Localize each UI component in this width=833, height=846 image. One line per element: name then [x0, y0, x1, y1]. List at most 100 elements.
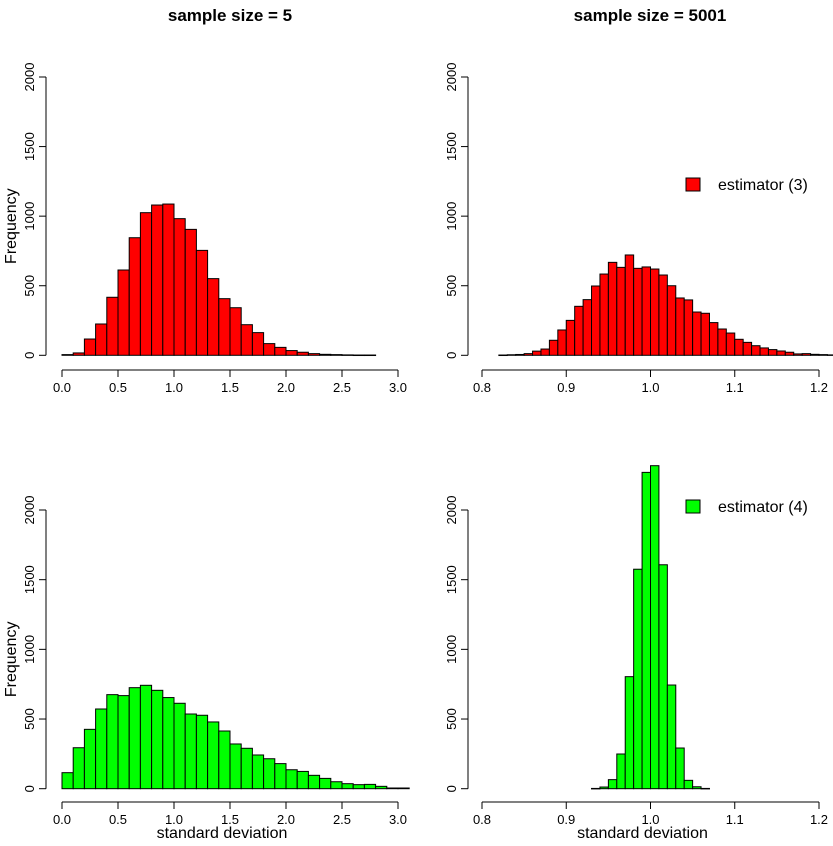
histogram-bar: [307, 353, 321, 356]
histogram-bar: [218, 730, 231, 790]
histogram-bar: [307, 774, 321, 790]
histogram-bar: [641, 471, 652, 790]
histogram-bar: [591, 285, 601, 356]
x-tick-label: 0.9: [557, 812, 575, 827]
histogram-bar: [296, 770, 309, 790]
histogram-bar: [363, 783, 377, 790]
y-tick-label: 2000: [444, 63, 459, 92]
histogram-bar: [523, 353, 534, 356]
y-tick-label: 500: [444, 275, 459, 297]
histogram-bar: [375, 785, 388, 790]
x-tick-label: 1.2: [810, 380, 828, 395]
histogram-bar: [83, 728, 97, 790]
histogram-bar: [251, 754, 265, 790]
histogram-bar: [616, 753, 626, 790]
histogram-bar: [106, 694, 119, 790]
histogram-bar: [650, 465, 660, 790]
histogram-bar: [274, 763, 287, 790]
y-tick-label: 500: [444, 708, 459, 730]
y-tick-label: 1000: [22, 635, 37, 664]
panel-title: sample size = 5001: [574, 6, 727, 25]
y-tick-label: 0: [444, 785, 459, 792]
x-tick-label: 1.5: [221, 380, 239, 395]
histogram-bar: [810, 353, 820, 356]
histogram-bar: [386, 787, 399, 790]
histogram-bar: [708, 322, 719, 356]
histogram-bar: [162, 203, 175, 356]
histogram-bar: [599, 786, 609, 790]
histogram-bar: [641, 266, 652, 356]
histogram-bar: [658, 274, 668, 356]
histogram-bar: [240, 324, 253, 356]
histogram-bar: [352, 784, 365, 790]
y-axis-label: Frequency: [3, 188, 20, 264]
histogram-bar: [173, 702, 186, 790]
histogram-bar: [229, 743, 242, 790]
y-tick-label: 1500: [444, 132, 459, 161]
y-tick-label: 1500: [444, 565, 459, 594]
histogram-bar: [184, 713, 197, 790]
y-tick-label: 1500: [22, 565, 37, 594]
histogram-bar: [173, 218, 186, 356]
histogram-bar: [557, 329, 567, 356]
x-tick-label: 3.0: [389, 380, 407, 395]
histogram-bar: [139, 684, 153, 790]
x-tick-label: 2.0: [277, 812, 295, 827]
histogram-bar: [582, 299, 593, 356]
y-tick-label: 0: [22, 352, 37, 359]
x-tick-label: 1.0: [165, 812, 183, 827]
histogram-bar: [633, 568, 643, 790]
histogram-bar: [117, 269, 130, 356]
histogram-bar: [725, 332, 736, 356]
histogram-bar: [565, 319, 576, 356]
legend-swatch: [685, 499, 701, 514]
x-axis-label: standard deviation: [577, 825, 708, 842]
histogram-bar: [658, 564, 668, 790]
histogram-bar: [607, 779, 618, 790]
histogram-bar: [607, 261, 618, 356]
y-tick-label: 0: [444, 352, 459, 359]
histogram-bar: [801, 353, 812, 356]
x-tick-label: 0.8: [473, 812, 491, 827]
x-tick-label: 1.0: [641, 812, 659, 827]
x-axis-label: standard deviation: [157, 825, 288, 842]
histogram-bar: [515, 353, 525, 356]
histogram-bar: [151, 204, 164, 356]
histogram-bar: [218, 298, 231, 356]
histogram-bar: [117, 695, 130, 790]
x-tick-label: 1.2: [810, 812, 828, 827]
histogram-bar: [330, 781, 343, 790]
histogram-bar: [240, 747, 253, 790]
histogram-bar: [263, 758, 276, 790]
x-tick-label: 1.5: [221, 812, 239, 827]
histogram-bar: [548, 339, 559, 356]
histogram-bar: [184, 228, 197, 356]
histogram-bar: [106, 296, 119, 356]
histogram-bar: [498, 354, 508, 357]
legend-label: estimator (3): [718, 177, 808, 194]
histogram-bar: [195, 249, 209, 356]
x-tick-label: 1.1: [726, 812, 744, 827]
x-tick-label: 3.0: [389, 812, 407, 827]
histogram-bar: [675, 747, 685, 790]
y-tick-label: 500: [22, 708, 37, 730]
y-tick-label: 2000: [444, 496, 459, 525]
x-tick-label: 0.5: [109, 380, 127, 395]
y-tick-label: 1000: [444, 635, 459, 664]
histogram-bar: [341, 354, 354, 356]
histogram-bar: [363, 354, 377, 357]
histogram-bar: [95, 323, 108, 356]
histogram-bar: [251, 332, 265, 356]
histogram-bar: [784, 351, 795, 356]
histogram-bar: [330, 354, 343, 356]
histogram-bar: [692, 786, 702, 790]
histogram-bar: [128, 237, 141, 356]
y-tick-label: 500: [22, 275, 37, 297]
histogram-bar: [683, 299, 694, 356]
x-tick-label: 2.0: [277, 380, 295, 395]
histogram-bar: [599, 273, 609, 356]
histogram-bar: [207, 278, 220, 356]
x-tick-label: 0.9: [557, 380, 575, 395]
y-tick-label: 1000: [22, 202, 37, 231]
